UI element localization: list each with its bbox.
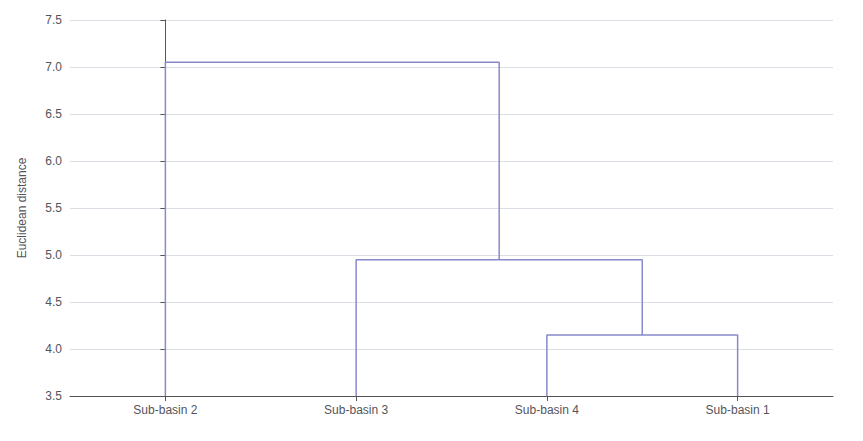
- svg-text:7.0: 7.0: [45, 60, 62, 74]
- svg-text:5.0: 5.0: [45, 248, 62, 262]
- svg-text:Euclidean distance: Euclidean distance: [15, 157, 29, 258]
- svg-text:Sub-basin 3: Sub-basin 3: [324, 403, 388, 417]
- svg-text:6.0: 6.0: [45, 154, 62, 168]
- svg-text:5.5: 5.5: [45, 201, 62, 215]
- svg-text:6.5: 6.5: [45, 107, 62, 121]
- svg-text:Sub-basin 1: Sub-basin 1: [706, 403, 770, 417]
- svg-text:3.5: 3.5: [45, 389, 62, 403]
- svg-text:Sub-basin 2: Sub-basin 2: [133, 403, 197, 417]
- svg-text:Sub-basin 4: Sub-basin 4: [515, 403, 579, 417]
- svg-text:4.5: 4.5: [45, 295, 62, 309]
- svg-text:7.5: 7.5: [45, 13, 62, 27]
- svg-text:4.0: 4.0: [45, 342, 62, 356]
